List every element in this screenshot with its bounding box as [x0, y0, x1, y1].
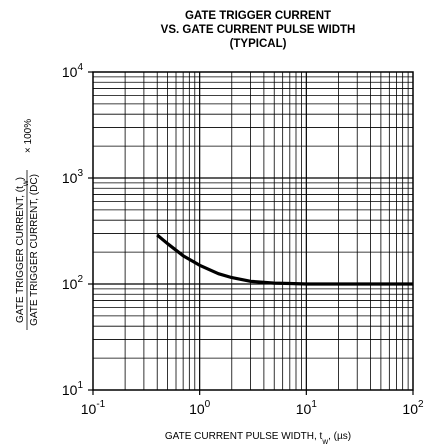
y-tick-label: 102	[62, 274, 84, 292]
chart-title-line-1: GATE TRIGGER CURRENT	[185, 10, 331, 22]
y-tick-label: 101	[62, 380, 84, 398]
chart-title-line-2: VS. GATE CURRENT PULSE WIDTH	[161, 24, 356, 36]
x-axis-label: GATE CURRENT PULSE WIDTH, tw, (µs)	[165, 431, 351, 445]
y-tick-label: 104	[62, 62, 84, 80]
plot-frame	[92, 71, 414, 391]
x-tick-label: 101	[296, 399, 318, 417]
y-axis-label: GATE TRIGGER CURRENT, (tw) GATE TRIGGER …	[15, 119, 40, 330]
y-axis-label-factor: × 100%	[23, 119, 34, 153]
tick-labels: 10-1 100 101 102 101 102 103 104	[62, 62, 424, 417]
y-axis-label-numerator: GATE TRIGGER CURRENT, (tw)	[15, 177, 30, 323]
series-layer	[156, 233, 413, 286]
series-line-1	[156, 233, 413, 286]
grid	[88, 71, 414, 395]
y-axis-label-denominator: GATE TRIGGER CURRENT, (DC)	[29, 174, 40, 326]
x-tick-label: 102	[402, 399, 424, 417]
chart-title-line-3: (TYPICAL)	[230, 38, 287, 50]
y-tick-label: 103	[62, 168, 84, 186]
x-tick-label: 100	[189, 399, 211, 417]
x-tick-label: 10-1	[81, 399, 106, 417]
